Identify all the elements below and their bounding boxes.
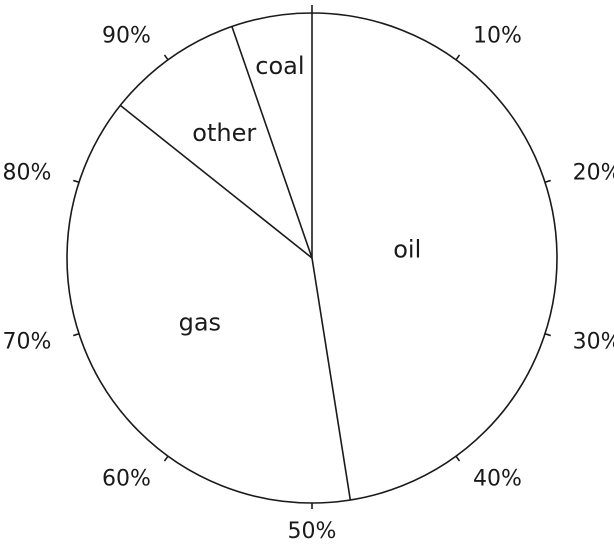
- scale-tick-label: 60%: [102, 467, 151, 492]
- slice-label-gas: gas: [179, 308, 221, 336]
- scale-tick-mark: [544, 179, 551, 184]
- slice-divider: [231, 26, 313, 259]
- scale-tick-label: 20%: [573, 160, 614, 185]
- scale-tick-label: 50%: [288, 519, 337, 544]
- scale-tick-mark: [163, 54, 169, 61]
- scale-tick-label: 30%: [573, 330, 614, 355]
- scale-tick-label: 80%: [3, 160, 52, 185]
- slice-divider: [311, 257, 352, 501]
- scale-tick-mark: [163, 455, 169, 462]
- slice-label-oil: oil: [393, 236, 421, 264]
- slice-labels: oil gas other coal: [179, 52, 422, 336]
- scale-tick-mark: [455, 54, 461, 61]
- slice-dividers: [119, 13, 352, 501]
- scale-tick-mark: [73, 179, 80, 184]
- scale-tick-label: 70%: [3, 330, 52, 355]
- scale-tick-label: 40%: [473, 467, 522, 492]
- scale-tick-mark: [455, 455, 461, 462]
- scale-tick-label: 90%: [102, 23, 151, 48]
- slice-label-coal: coal: [255, 52, 304, 80]
- scale-tick-mark: [73, 332, 80, 337]
- scale-tick-mark: [544, 332, 551, 337]
- slice-label-other: other: [192, 119, 256, 147]
- scale-tick-label: 10%: [473, 23, 522, 48]
- scale-ticks: 10% 20% 30% 40% 50% 60% 70% 80% 90%: [3, 5, 614, 544]
- slice-divider: [119, 104, 313, 259]
